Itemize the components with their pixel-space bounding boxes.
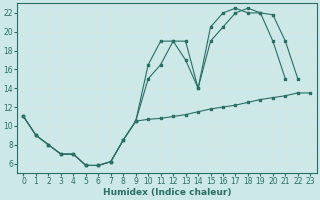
X-axis label: Humidex (Indice chaleur): Humidex (Indice chaleur): [103, 188, 231, 197]
